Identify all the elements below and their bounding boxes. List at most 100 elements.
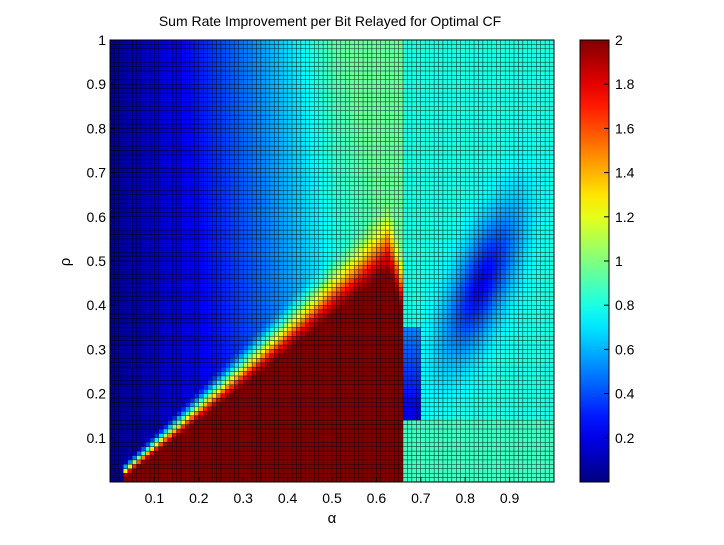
- heatmap-cell: [251, 318, 257, 324]
- heatmap-cell: [189, 141, 195, 147]
- heatmap-cell: [247, 66, 253, 72]
- heatmap-cell: [127, 225, 133, 231]
- heatmap-cell: [322, 305, 328, 310]
- heatmap-cell: [158, 168, 164, 173]
- heatmap-cell: [118, 159, 124, 164]
- heatmap-cell: [256, 128, 262, 133]
- heatmap-cell: [154, 415, 160, 421]
- heatmap-cell: [127, 128, 133, 133]
- heatmap-cell: [189, 61, 195, 67]
- heatmap-cell: [251, 216, 257, 222]
- heatmap-cell: [109, 225, 115, 231]
- heatmap-cell: [269, 176, 275, 182]
- heatmap-cell: [274, 75, 279, 80]
- heatmap-cell: [211, 57, 217, 63]
- heatmap-cell: [171, 132, 177, 138]
- heatmap-cell: [114, 358, 120, 363]
- heatmap-cell: [251, 238, 257, 244]
- heatmap-cell: [247, 437, 253, 443]
- heatmap-cell: [314, 256, 319, 262]
- heatmap-cell: [287, 442, 293, 447]
- heatmap-cell: [234, 433, 239, 438]
- heatmap-cell: [220, 251, 226, 257]
- heatmap-cell: [194, 168, 199, 173]
- heatmap-cell: [145, 221, 151, 226]
- heatmap-cell: [176, 442, 182, 447]
- heatmap-cell: [211, 137, 217, 142]
- heatmap-cell: [309, 353, 315, 359]
- heatmap-cell: [194, 88, 199, 94]
- heatmap-cell: [211, 393, 217, 399]
- heatmap-cell: [176, 194, 182, 200]
- heatmap-cell: [171, 366, 177, 372]
- heatmap-cell: [216, 97, 222, 103]
- heatmap-cell: [291, 141, 297, 147]
- heatmap-cell: [132, 247, 137, 253]
- heatmap-cell: [269, 44, 275, 50]
- heatmap-cell: [123, 446, 128, 452]
- heatmap-cell: [123, 358, 128, 363]
- heatmap-cell: [203, 287, 208, 293]
- heatmap-cell: [243, 366, 248, 372]
- heatmap-cell: [158, 225, 164, 231]
- heatmap-cell: [318, 437, 324, 443]
- heatmap-cell: [229, 406, 235, 412]
- heatmap-cell: [291, 282, 297, 288]
- heatmap-cell: [220, 282, 226, 288]
- heatmap-cell: [216, 349, 222, 354]
- heatmap-cell: [234, 229, 239, 235]
- heatmap-cell: [251, 53, 257, 58]
- heatmap-cell: [314, 313, 319, 319]
- heatmap-cell: [158, 327, 164, 332]
- heatmap-cell: [145, 119, 151, 125]
- heatmap-cell: [318, 459, 324, 465]
- heatmap-cell: [256, 154, 262, 160]
- heatmap-cell: [220, 415, 226, 421]
- heatmap-cell: [296, 344, 302, 350]
- heatmap-cell: [194, 455, 199, 461]
- heatmap-cell: [140, 145, 146, 151]
- heatmap-cell: [220, 137, 226, 142]
- heatmap-cell: [145, 358, 151, 363]
- heatmap-cell: [203, 176, 208, 182]
- heatmap-cell: [149, 110, 155, 116]
- heatmap-cell: [327, 265, 333, 271]
- heatmap-cell: [132, 446, 137, 452]
- heatmap-cell: [318, 362, 324, 368]
- heatmap-cell: [256, 238, 262, 244]
- heatmap-cell: [238, 335, 244, 341]
- heatmap-cell: [309, 300, 315, 306]
- heatmap-cell: [140, 353, 146, 359]
- heatmap-cell: [203, 296, 208, 301]
- heatmap-cell: [238, 353, 244, 359]
- heatmap-cell: [198, 287, 204, 293]
- heatmap-cell: [158, 393, 164, 399]
- heatmap-cell: [305, 433, 310, 438]
- heatmap-cell: [309, 44, 315, 50]
- heatmap-cell: [225, 269, 231, 275]
- heatmap-cell: [171, 309, 177, 315]
- heatmap-cell: [225, 57, 231, 63]
- heatmap-cell: [269, 154, 275, 160]
- heatmap-cell: [309, 176, 315, 182]
- heatmap-cell: [229, 371, 235, 377]
- heatmap-cell: [118, 282, 124, 288]
- heatmap-cell: [140, 181, 146, 187]
- heatmap-cell: [300, 70, 306, 76]
- heatmap-cell: [269, 375, 275, 381]
- heatmap-cell: [163, 48, 168, 54]
- heatmap-cell: [189, 322, 195, 328]
- heatmap-cell: [305, 371, 310, 377]
- heatmap-cell: [300, 203, 306, 209]
- heatmap-cell: [185, 141, 191, 147]
- heatmap-cell: [185, 366, 191, 372]
- heatmap-cell: [132, 53, 137, 58]
- heatmap-cell: [287, 455, 293, 461]
- heatmap-cell: [194, 66, 199, 72]
- heatmap-cell: [305, 459, 310, 465]
- heatmap-cell: [158, 459, 164, 465]
- heatmap-cell: [322, 114, 328, 120]
- heatmap-cell: [309, 362, 315, 368]
- heatmap-cell: [180, 137, 186, 142]
